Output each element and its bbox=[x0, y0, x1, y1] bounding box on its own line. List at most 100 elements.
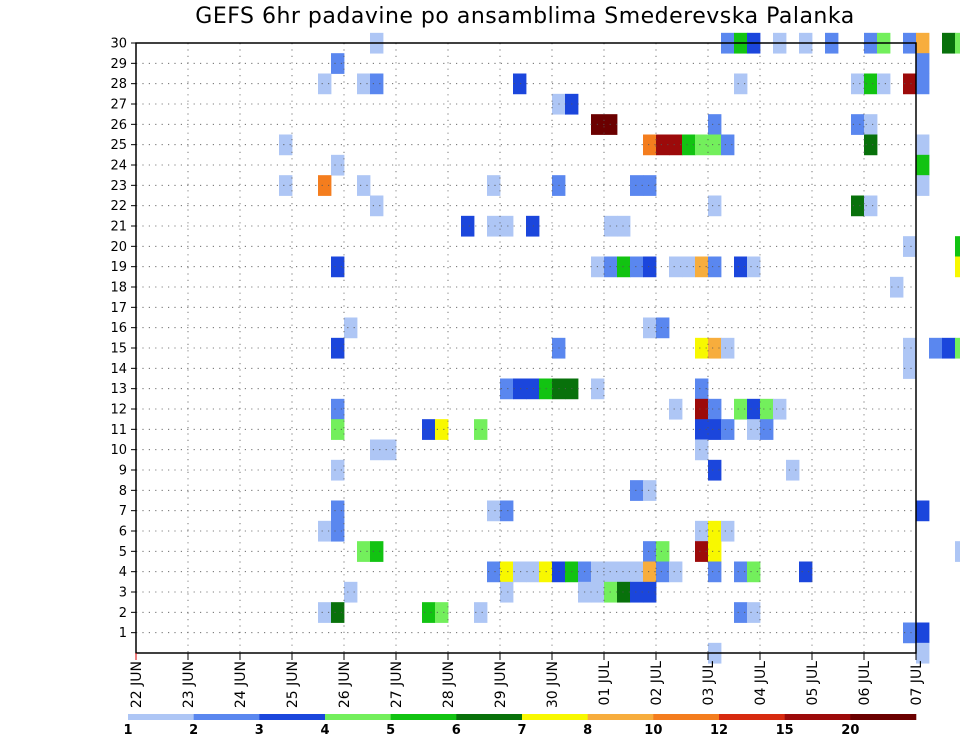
heatmap-cell bbox=[474, 419, 488, 440]
colorbar-swatch bbox=[390, 714, 457, 720]
y-tick-label: 2 bbox=[119, 606, 127, 621]
heatmap-cell bbox=[643, 480, 657, 501]
heatmap-cell bbox=[617, 561, 631, 583]
heatmap-cell bbox=[747, 256, 761, 278]
y-tick-label: 6 bbox=[119, 525, 127, 540]
y-tick-label: 22 bbox=[110, 199, 127, 214]
heatmap-cell bbox=[331, 500, 345, 522]
heatmap-cell bbox=[435, 602, 449, 623]
heatmap-cell bbox=[708, 520, 722, 542]
heatmap-cell bbox=[916, 642, 930, 664]
heatmap-cell bbox=[864, 73, 878, 95]
heatmap-cell bbox=[617, 256, 631, 278]
heatmap-cell bbox=[734, 256, 748, 278]
y-tick-label: 26 bbox=[110, 118, 127, 133]
heatmap-cell bbox=[331, 602, 345, 623]
heatmap-cell bbox=[708, 337, 722, 359]
y-tick-label: 23 bbox=[110, 179, 127, 194]
x-tick-label: 02 JUL bbox=[649, 661, 665, 706]
heatmap-cell bbox=[279, 175, 293, 196]
y-tick-label: 20 bbox=[110, 240, 127, 255]
x-tick-label: 23 JUN bbox=[181, 661, 197, 708]
heatmap-cell bbox=[526, 561, 540, 583]
heatmap-cell bbox=[526, 215, 540, 237]
heatmap-cell bbox=[695, 541, 709, 562]
heatmap-cell bbox=[708, 256, 722, 278]
colorbar-swatch bbox=[784, 714, 851, 720]
heatmap-cell bbox=[903, 358, 917, 379]
heatmap-cell bbox=[708, 195, 722, 217]
heatmap-cell bbox=[903, 236, 917, 257]
heatmap-cell bbox=[708, 114, 722, 135]
heatmap-cell bbox=[955, 256, 960, 278]
y-tick-label: 12 bbox=[110, 403, 127, 418]
heatmap-cell bbox=[916, 622, 930, 644]
heatmap-cell bbox=[721, 419, 735, 440]
heatmap-cell bbox=[708, 561, 722, 583]
heatmap-cell bbox=[669, 134, 683, 156]
heatmap-cell bbox=[513, 378, 527, 400]
y-tick-label: 1 bbox=[119, 626, 127, 641]
heatmap-cell bbox=[864, 195, 878, 217]
x-tick-label: 26 JUN bbox=[337, 661, 353, 708]
heatmap-cell bbox=[669, 256, 683, 278]
heatmap-cell bbox=[695, 378, 709, 400]
y-tick-label: 25 bbox=[110, 138, 127, 153]
heatmap-cell bbox=[890, 276, 904, 298]
colorbar-swatch bbox=[850, 714, 917, 720]
heatmap-cells bbox=[279, 32, 960, 664]
heatmap-cell bbox=[474, 602, 488, 623]
y-tick-label: 7 bbox=[119, 504, 127, 519]
heatmap-cell bbox=[851, 195, 865, 217]
colorbar-swatch bbox=[522, 714, 588, 720]
heatmap-cell bbox=[695, 439, 709, 461]
colorbar-label: 20 bbox=[841, 723, 859, 738]
y-tick-label: 9 bbox=[119, 464, 127, 479]
x-tick-label: 07 JUL bbox=[909, 661, 925, 706]
heatmap-cell bbox=[734, 561, 748, 583]
colorbar: 1 2 3 4 5 6 7 8 10 12 15 20 bbox=[123, 714, 917, 738]
colorbar-label: 6 bbox=[452, 723, 461, 738]
heatmap-cell bbox=[903, 73, 917, 95]
heatmap-cell bbox=[760, 419, 774, 440]
heatmap-cell bbox=[955, 32, 960, 54]
x-tick-label: 24 JUN bbox=[233, 661, 249, 708]
heatmap-cell bbox=[903, 622, 917, 644]
colorbar-swatch bbox=[653, 714, 720, 720]
heatmap-cell bbox=[331, 520, 345, 542]
heatmap-cell bbox=[487, 215, 501, 237]
heatmap-cell bbox=[643, 541, 657, 562]
heatmap-cell bbox=[500, 500, 514, 522]
heatmap-cell bbox=[695, 337, 709, 359]
y-tick-label: 4 bbox=[119, 565, 127, 580]
heatmap-cell bbox=[721, 337, 735, 359]
heatmap-cell bbox=[643, 581, 657, 603]
heatmap-cell bbox=[500, 581, 514, 603]
heatmap-cell bbox=[500, 561, 514, 583]
heatmap-cell bbox=[370, 195, 384, 217]
heatmap-cell bbox=[695, 520, 709, 542]
heatmap-cell bbox=[318, 520, 332, 542]
x-tick-label: 05 JUL bbox=[805, 661, 821, 706]
heatmap-cell bbox=[708, 398, 722, 420]
y-tick-label: 17 bbox=[110, 301, 127, 316]
heatmap-cell bbox=[747, 561, 761, 583]
heatmap-cell bbox=[513, 73, 527, 95]
y-tick-label: 15 bbox=[110, 342, 127, 357]
heatmap-cell bbox=[695, 256, 709, 278]
heatmap-cell bbox=[500, 215, 514, 237]
heatmap-cell bbox=[630, 581, 644, 603]
y-tick-label: 19 bbox=[110, 260, 127, 275]
heatmap-cell bbox=[760, 398, 774, 420]
heatmap-cell bbox=[695, 398, 709, 420]
heatmap-cell bbox=[916, 73, 930, 95]
heatmap-cell bbox=[643, 134, 657, 156]
heatmap-cell bbox=[955, 541, 960, 562]
heatmap-cell bbox=[955, 337, 960, 359]
heatmap-cell bbox=[513, 561, 527, 583]
x-tick-label: 22 JUN bbox=[129, 661, 145, 708]
heatmap-cell bbox=[617, 215, 631, 237]
heatmap-cell bbox=[331, 154, 345, 176]
colorbar-swatch bbox=[325, 714, 391, 720]
heatmap-cell bbox=[487, 175, 501, 196]
